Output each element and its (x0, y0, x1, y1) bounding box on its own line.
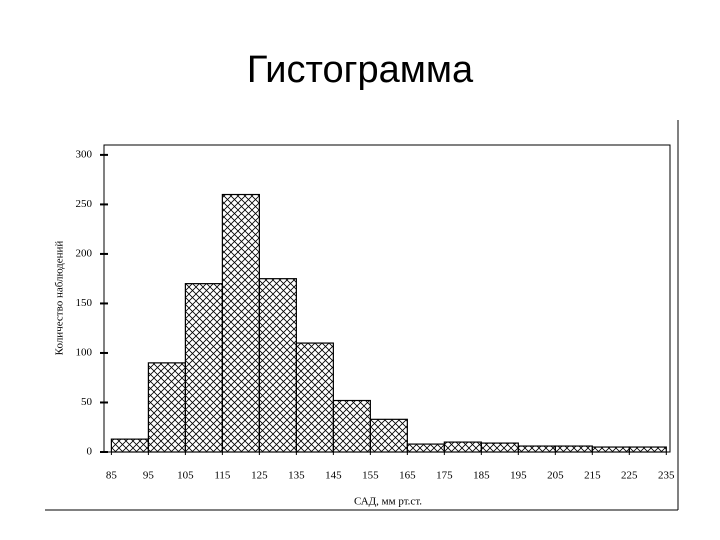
chart-title: Гистограмма (247, 49, 474, 91)
x-tick-label: 85 (106, 470, 118, 482)
bar (591, 446, 630, 453)
bar (517, 445, 556, 453)
bar (110, 438, 149, 453)
x-tick-label: 125 (251, 470, 268, 482)
y-tick-label: 200 (76, 247, 93, 259)
x-axis-label: САД, мм рт.ст. (354, 496, 422, 508)
x-tick-label: 225 (621, 470, 638, 482)
bar (443, 441, 482, 453)
x-tick-label: 175 (436, 470, 453, 482)
bar (628, 446, 667, 453)
bar (554, 445, 593, 453)
bar (147, 362, 186, 453)
x-tick-label: 155 (362, 470, 379, 482)
bar (332, 399, 371, 453)
y-tick-label: 150 (76, 297, 93, 309)
x-tick-label: 165 (399, 470, 416, 482)
x-tick-label: 195 (510, 470, 527, 482)
bar (406, 443, 445, 453)
x-tick-label: 205 (547, 470, 564, 482)
bar (184, 283, 223, 453)
x-tick-label: 215 (584, 470, 601, 482)
x-tick-label: 115 (214, 470, 231, 482)
y-tick-label: 300 (76, 148, 93, 160)
y-tick-label: 0 (87, 446, 93, 458)
y-tick-label: 100 (76, 346, 93, 358)
bar (369, 418, 408, 453)
y-tick-label: 250 (76, 198, 93, 210)
bar (258, 278, 297, 453)
y-tick-label: 50 (81, 396, 93, 408)
x-tick-label: 105 (177, 470, 194, 482)
x-tick-label: 185 (473, 470, 490, 482)
y-axis-label: Количество наблюдений (54, 241, 66, 356)
x-tick-label: 145 (325, 470, 342, 482)
x-tick-label: 135 (288, 470, 305, 482)
bar (221, 193, 260, 453)
bar (480, 442, 519, 453)
x-tick-label: 235 (658, 470, 675, 482)
bar (295, 342, 334, 453)
x-tick-label: 95 (143, 470, 155, 482)
